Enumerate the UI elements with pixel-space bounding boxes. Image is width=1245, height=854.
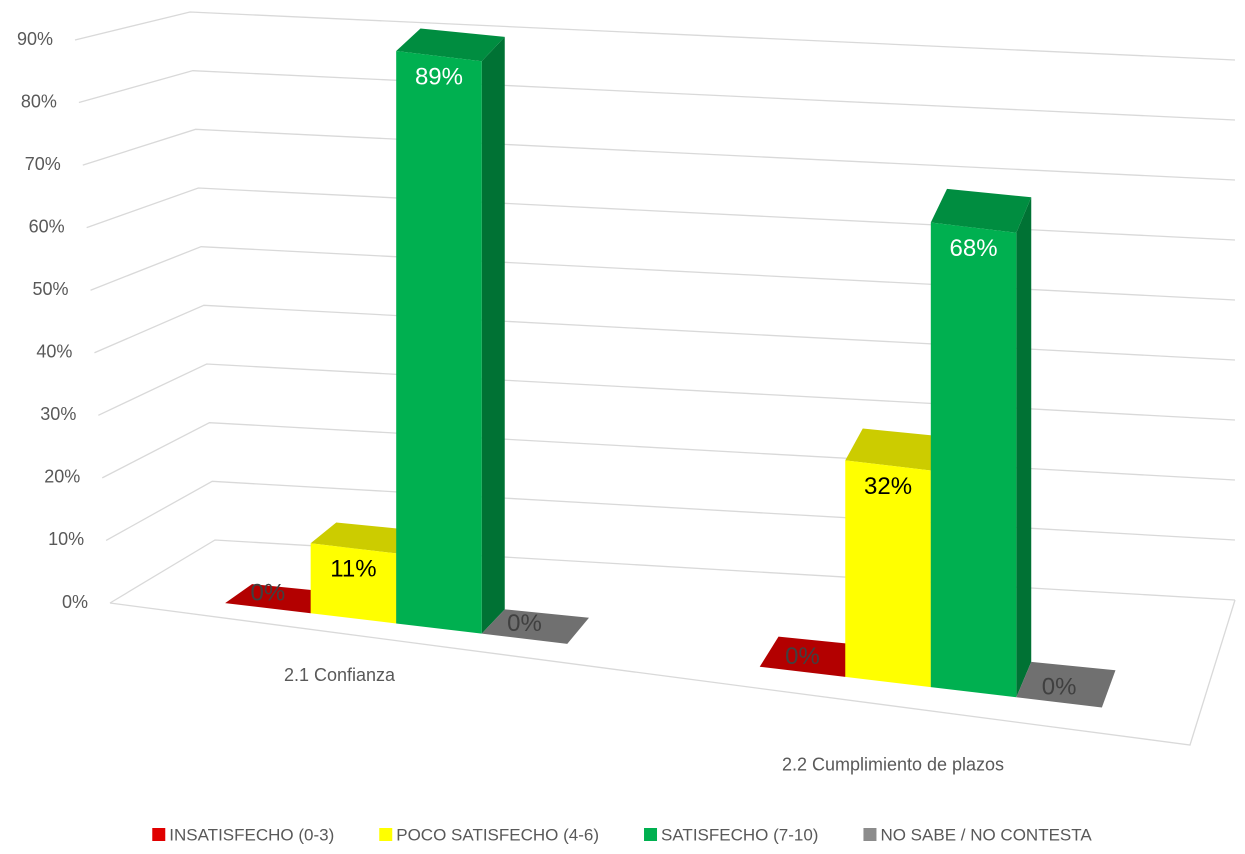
value-label: 68% <box>950 235 998 262</box>
bar-side <box>1016 197 1032 698</box>
y-tick-label: 0% <box>62 592 88 612</box>
bar-front <box>930 222 1017 698</box>
value-label: 0% <box>785 643 820 670</box>
y-tick-label: 50% <box>33 279 69 299</box>
bar-top <box>759 636 863 677</box>
legend-label: NO SABE / NO CONTESTA <box>880 825 1092 844</box>
y-tick-label: 60% <box>29 216 65 236</box>
grid-line <box>101 422 1236 481</box>
x-tick-label: 2.2 Cumplimiento de plazos <box>782 754 1004 774</box>
bar-front <box>396 51 482 634</box>
bar <box>759 636 863 677</box>
bar-side <box>481 36 505 634</box>
value-label: 0% <box>251 580 286 607</box>
grid-line <box>98 363 1236 421</box>
y-tick-label: 80% <box>21 91 57 111</box>
bar-top <box>396 28 505 62</box>
bar-top <box>481 609 589 644</box>
grid-line <box>94 304 1236 361</box>
bar <box>1016 661 1116 708</box>
bar-top <box>225 584 337 614</box>
legend-swatch <box>379 828 393 841</box>
x-tick-label: 2.1 Confianza <box>284 665 396 685</box>
legend-label: INSATISFECHO (0-3) <box>169 825 334 844</box>
legend-label: SATISFECHO (7-10) <box>661 825 818 844</box>
value-label: 0% <box>507 610 542 637</box>
bar-top <box>1016 661 1116 708</box>
grid-line <box>105 480 1236 542</box>
y-tick-label: 70% <box>25 154 61 174</box>
y-tick-label: 10% <box>48 529 84 549</box>
legend-label: POCO SATISFECHO (4-6) <box>396 825 599 844</box>
value-label: 11% <box>330 556 376 583</box>
bar <box>930 188 1032 698</box>
grid-line <box>82 128 1236 181</box>
y-tick-label: 40% <box>36 342 72 362</box>
bar <box>396 28 505 634</box>
bar-front <box>310 543 397 624</box>
floor-edge <box>109 599 1236 746</box>
bar-top <box>930 188 1032 233</box>
grid-line <box>74 11 1236 61</box>
bar-top <box>845 428 947 471</box>
bar <box>481 609 589 644</box>
bar-top <box>310 522 421 554</box>
y-tick-label: 90% <box>17 29 53 49</box>
value-label: 89% <box>415 63 463 90</box>
bar-front <box>845 460 931 688</box>
value-label: 32% <box>864 473 912 500</box>
y-tick-label: 30% <box>40 404 76 424</box>
legend-swatch <box>863 828 877 841</box>
y-tick-label: 20% <box>44 467 80 487</box>
grid-line <box>86 187 1236 241</box>
value-label: 0% <box>1042 674 1077 701</box>
legend-swatch <box>152 828 166 841</box>
bar <box>225 584 337 614</box>
legend-swatch <box>644 828 658 841</box>
grid-line <box>90 246 1236 301</box>
grid-line <box>78 70 1236 121</box>
